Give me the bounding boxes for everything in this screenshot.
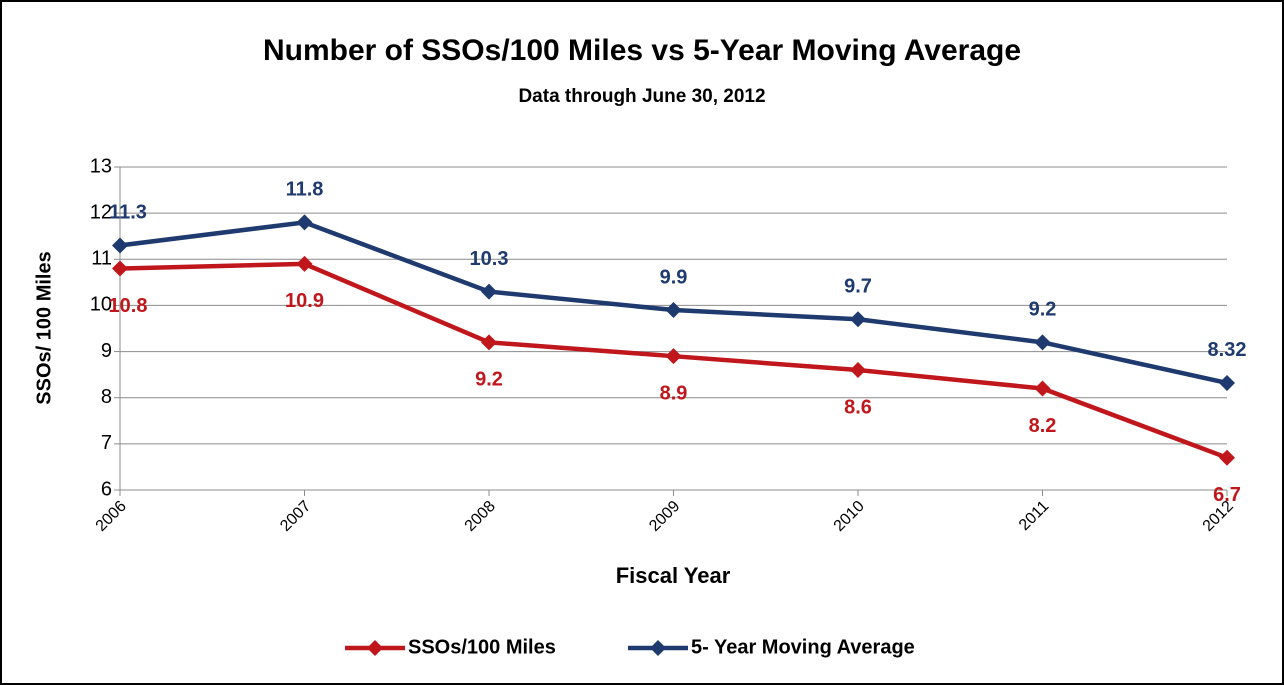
data-point (112, 260, 128, 277)
y-tick-label: 12 (90, 201, 112, 223)
data-point (1034, 380, 1051, 397)
data-label: 8.6 (844, 396, 872, 418)
data-point (1219, 449, 1235, 466)
data-point (1219, 374, 1235, 391)
chart-subtitle: Data through June 30, 2012 (518, 86, 765, 107)
data-point (665, 348, 682, 365)
chart-title: Number of SSOs/100 Miles vs 5-Year Movin… (263, 34, 1021, 67)
data-point (296, 214, 313, 231)
y-tick-label: 7 (101, 432, 112, 454)
data-label: 8.9 (660, 382, 688, 404)
data-label: 9.2 (475, 369, 503, 391)
data-label: 10.3 (470, 248, 509, 270)
y-tick-label: 11 (91, 248, 112, 270)
x-axis-label: Fiscal Year (616, 563, 731, 588)
data-label: 6.7 (1213, 484, 1241, 506)
data-label: 8.32 (1208, 339, 1247, 361)
data-point (296, 255, 313, 272)
data-point (665, 302, 682, 319)
data-label: 10.8 (109, 295, 148, 317)
y-axis-label: SSOs/ 100 Miles (33, 251, 55, 404)
data-label: 10.9 (285, 290, 324, 312)
data-point (112, 237, 128, 254)
y-tick-label: 9 (101, 340, 112, 362)
data-point (481, 283, 497, 300)
y-tick-label: 13 (90, 155, 112, 177)
data-point (1034, 334, 1051, 351)
legend-label: 5- Year Moving Average (691, 636, 915, 658)
data-label: 9.2 (1029, 299, 1057, 321)
y-tick-label: 10 (90, 294, 112, 316)
data-label: 11.8 (286, 179, 324, 201)
data-label: 9.7 (844, 276, 872, 298)
legend-label: SSOs/100 Miles (408, 636, 556, 658)
legend-marker (367, 640, 383, 656)
legend-marker (650, 640, 666, 656)
data-label: 8.2 (1029, 415, 1057, 437)
data-point (481, 334, 497, 351)
y-tick-label: 8 (101, 386, 112, 408)
data-point (850, 311, 866, 328)
data-point (850, 362, 866, 379)
data-label: 9.9 (660, 266, 688, 288)
y-tick-label: 6 (101, 478, 112, 500)
data-label: 11.3 (109, 202, 147, 224)
